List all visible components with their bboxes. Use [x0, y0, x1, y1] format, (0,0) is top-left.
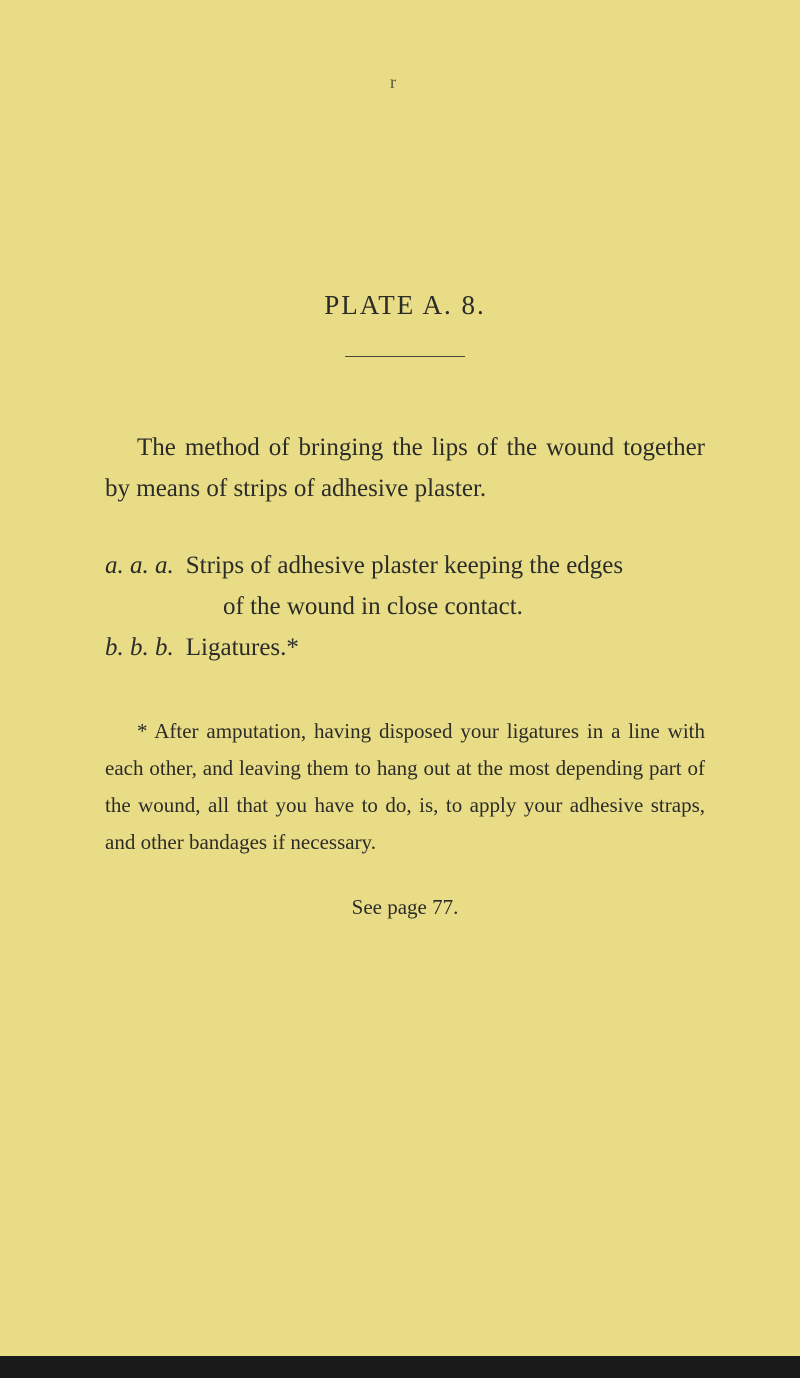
intro-paragraph: The method of bringing the lips of the w…: [105, 427, 705, 510]
definition-a-label: a. a. a.: [105, 545, 186, 586]
definition-b-text: Ligatures.*: [186, 627, 705, 668]
definition-a: a. a. a. Strips of adhesive plaster keep…: [105, 545, 705, 586]
see-page-reference: See page 77.: [105, 895, 705, 920]
definitions-block: a. a. a. Strips of adhesive plaster keep…: [105, 545, 705, 669]
definition-a-text-line2: of the wound in close contact.: [105, 586, 705, 627]
bottom-edge: [0, 1356, 800, 1378]
definition-a-text-line1: Strips of adhesive plaster keeping the e…: [186, 545, 705, 586]
footnote-text: * After amputation, having disposed your…: [105, 713, 705, 860]
definition-b-label: b. b. b.: [105, 627, 186, 668]
definition-b: b. b. b. Ligatures.*: [105, 627, 705, 668]
stray-mark: r: [390, 72, 396, 93]
page-content: PLATE A. 8. The method of bringing the l…: [0, 0, 800, 920]
title-divider: [345, 356, 465, 357]
plate-title: PLATE A. 8.: [105, 290, 705, 321]
